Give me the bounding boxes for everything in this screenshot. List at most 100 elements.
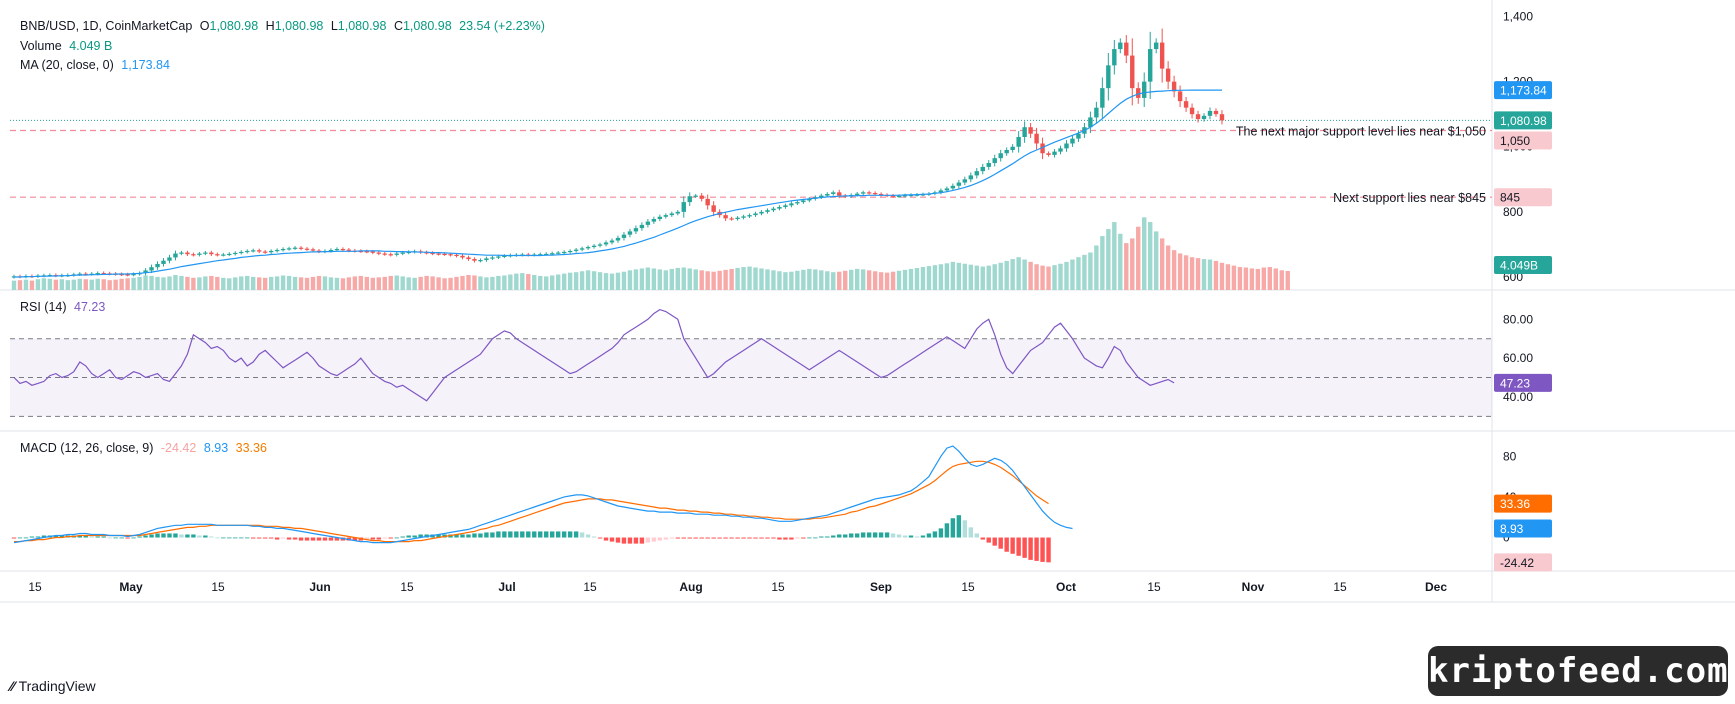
volume-bar bbox=[251, 276, 256, 290]
candle-body bbox=[825, 193, 830, 196]
open-label: O bbox=[199, 19, 210, 33]
macd-hist-bar bbox=[514, 531, 519, 538]
macd-hist-bar bbox=[1010, 537, 1015, 554]
volume-bar bbox=[370, 277, 375, 290]
volume-bar bbox=[944, 263, 950, 290]
candle-body bbox=[346, 249, 352, 251]
macd-hist-bar bbox=[783, 537, 788, 540]
volume-bar bbox=[585, 270, 591, 290]
macd-hist-bar bbox=[526, 531, 531, 538]
volume-bar bbox=[579, 271, 585, 290]
volume-bar bbox=[292, 276, 298, 290]
macd-hist-tag-bg bbox=[1494, 553, 1552, 572]
volume-bar bbox=[1285, 271, 1290, 290]
tradingview-logo[interactable]: ⁄⁄ TradingView bbox=[10, 678, 96, 694]
candle-body bbox=[185, 252, 190, 255]
candle-body bbox=[705, 198, 710, 206]
volume-bar bbox=[693, 269, 698, 290]
candle-body bbox=[1112, 49, 1117, 66]
volume-bar bbox=[514, 273, 519, 290]
time-axis-tick: May bbox=[119, 580, 143, 594]
volume-bar bbox=[926, 266, 932, 290]
macd-hist-bar bbox=[615, 537, 621, 543]
macd-hist-bar bbox=[920, 535, 926, 538]
volume-bar bbox=[902, 269, 908, 290]
volume-bar bbox=[663, 270, 669, 290]
volume-bar bbox=[597, 272, 603, 290]
candle-body bbox=[149, 267, 154, 271]
volume-bar bbox=[1124, 243, 1129, 290]
volume-bar bbox=[77, 278, 82, 290]
volume-bar bbox=[669, 268, 674, 290]
volume-bar bbox=[890, 271, 896, 290]
volume-bar bbox=[711, 271, 716, 290]
volume-bar bbox=[137, 276, 142, 290]
macd-hist-bar bbox=[765, 537, 770, 539]
symbol-label: BNB/USD, 1D, CoinMarketCap bbox=[20, 19, 193, 33]
candle-body bbox=[699, 195, 704, 199]
macd-hist-bar bbox=[418, 534, 423, 538]
candle-body bbox=[741, 216, 746, 218]
rsi-line bbox=[13, 308, 1175, 402]
macd-hist-bar bbox=[41, 535, 47, 538]
volume-bar bbox=[1064, 261, 1069, 290]
volume-bar bbox=[340, 278, 346, 290]
candle-body bbox=[179, 252, 184, 254]
volume-bar bbox=[741, 267, 746, 290]
volume-bar bbox=[854, 268, 860, 290]
candle-body bbox=[603, 242, 609, 245]
macd-hist-bar bbox=[268, 537, 274, 539]
volume-bar bbox=[149, 275, 154, 290]
macd-hist-bar bbox=[645, 537, 651, 543]
ma-price-tag: 1,173.84 bbox=[1500, 84, 1547, 98]
candle-body bbox=[77, 273, 82, 275]
macd-hist-bar bbox=[17, 537, 23, 539]
volume-bar bbox=[466, 275, 471, 290]
volume-bar bbox=[430, 276, 435, 290]
macd-hist-bar bbox=[753, 537, 758, 539]
candle-body bbox=[550, 253, 555, 255]
macd-hist-bar bbox=[561, 531, 567, 538]
rsi-tag-bg bbox=[1494, 373, 1552, 392]
volume-bar bbox=[795, 270, 800, 290]
volume-bar bbox=[1231, 265, 1237, 290]
candle-body bbox=[759, 211, 764, 214]
candle-body bbox=[1016, 136, 1021, 147]
volume-bar bbox=[765, 269, 770, 290]
candle-body bbox=[837, 192, 842, 196]
time-axis-tick: Oct bbox=[1056, 580, 1076, 594]
volume-bar bbox=[352, 276, 358, 290]
volume-bar bbox=[573, 272, 579, 290]
volume-bar bbox=[1106, 229, 1111, 290]
volume-bar bbox=[819, 270, 824, 290]
volume-bar bbox=[1010, 259, 1015, 290]
volume-bar bbox=[699, 270, 704, 290]
macd-hist-bar bbox=[436, 534, 441, 538]
volume-bar bbox=[1267, 267, 1272, 290]
volume-bar bbox=[1094, 245, 1099, 290]
candle-body bbox=[579, 248, 585, 250]
low-label: L bbox=[330, 19, 338, 33]
macd-hist-value: -24.42 bbox=[160, 441, 197, 455]
candle-body bbox=[274, 249, 280, 252]
macd-hist-bar bbox=[962, 520, 968, 538]
macd-signal-value: 33.36 bbox=[235, 441, 267, 455]
candle-body bbox=[394, 253, 399, 255]
volume-bar bbox=[29, 280, 35, 290]
candle-body bbox=[209, 252, 214, 255]
macd-hist-bar bbox=[992, 537, 997, 546]
volume-bar bbox=[1213, 260, 1219, 290]
macd-hist-bar bbox=[460, 534, 465, 538]
macd-hist-bar bbox=[980, 537, 985, 540]
candle-body bbox=[561, 251, 567, 254]
volume-bar bbox=[777, 271, 782, 290]
volume-bar bbox=[1279, 270, 1284, 290]
volume-bar bbox=[89, 279, 94, 290]
macd-hist-bar bbox=[825, 536, 830, 538]
candle-body bbox=[1153, 42, 1159, 50]
candle-body bbox=[538, 254, 543, 256]
volume-bar bbox=[316, 275, 322, 290]
candle-body bbox=[292, 247, 298, 249]
macd-line-tag-bg bbox=[1494, 519, 1552, 538]
